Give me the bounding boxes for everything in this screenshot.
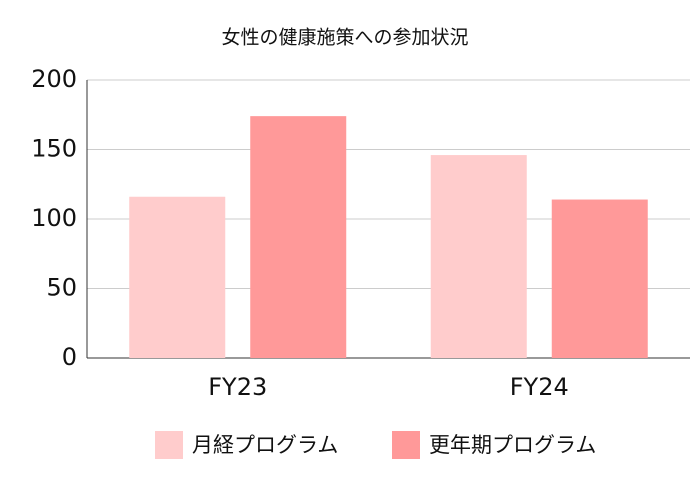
bar — [129, 196, 226, 358]
legend-swatch — [155, 431, 183, 459]
y-tick-label: 200 — [31, 65, 77, 93]
bar — [250, 116, 347, 358]
bar — [430, 155, 527, 358]
bar — [551, 199, 648, 358]
y-tick-label: 100 — [31, 204, 77, 232]
legend-label: 月経プログラム — [192, 433, 338, 457]
y-tick-label: 0 — [62, 343, 77, 371]
x-tick-label: FY24 — [510, 373, 569, 401]
legend-label: 更年期プログラム — [429, 433, 596, 457]
legend-swatch — [392, 431, 420, 459]
y-tick-label: 150 — [31, 135, 77, 163]
chart-title: 女性の健康施策への参加状況 — [221, 27, 468, 49]
x-tick-label: FY23 — [208, 373, 267, 401]
y-tick-label: 50 — [46, 274, 77, 302]
